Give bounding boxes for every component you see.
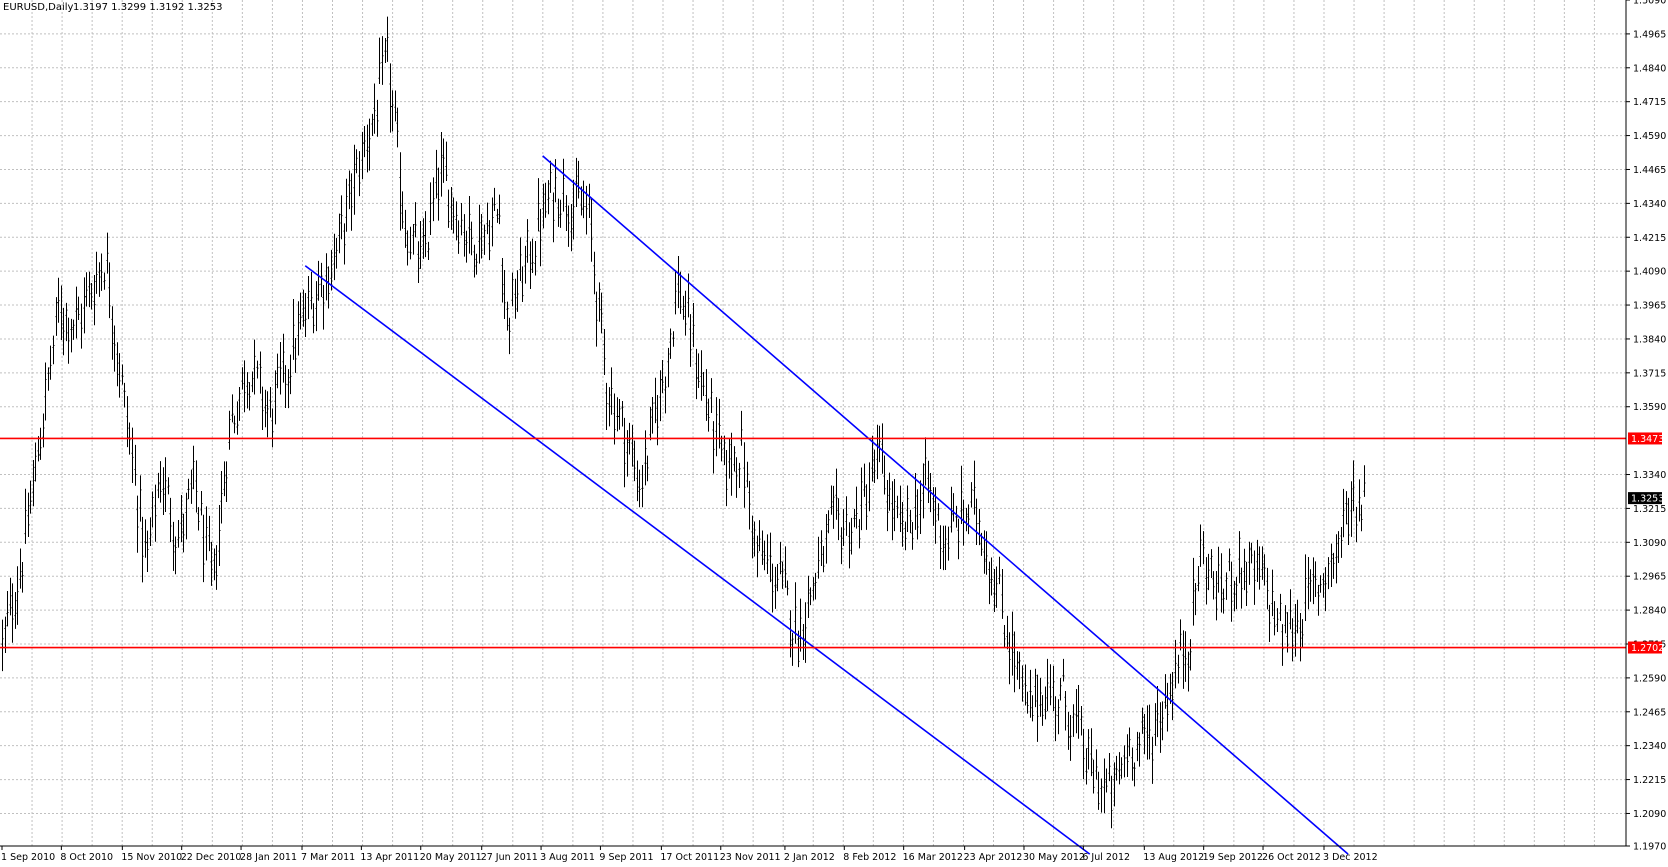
time-tick-label: 3 Dec 2012	[1323, 852, 1378, 863]
ohlc-readout: 1.3197 1.3299 1.3192 1.3253	[73, 2, 223, 13]
time-tick-label: 22 Dec 2010	[181, 852, 242, 863]
time-tick-label: 28 Jan 2011	[240, 852, 297, 863]
price-tick-label: 1.4715	[1633, 97, 1666, 108]
time-tick-label: 23 Apr 2012	[964, 852, 1023, 863]
current-price-label: 1.3253	[1631, 494, 1664, 505]
time-tick-label: 20 May 2011	[420, 852, 482, 863]
price-tick-label: 1.1970	[1633, 842, 1666, 853]
price-tick-label: 1.3840	[1633, 334, 1666, 345]
time-tick-label: 13 Aug 2012	[1143, 852, 1204, 863]
time-tick-label: 7 Mar 2011	[301, 852, 355, 863]
time-tick-label: 3 Aug 2011	[540, 852, 595, 863]
price-tick-label: 1.2465	[1633, 707, 1666, 718]
time-tick-label: 30 May 2012	[1023, 852, 1085, 863]
level-badge-label: 1.3473	[1631, 434, 1664, 445]
price-tick-label: 1.3965	[1633, 301, 1666, 312]
time-tick-label: 23 Nov 2011	[720, 852, 781, 863]
price-tick-label: 1.3215	[1633, 504, 1666, 515]
price-tick-label: 1.2090	[1633, 809, 1666, 820]
level-badge-label: 1.2702	[1631, 643, 1664, 654]
level-badge	[1628, 641, 1662, 654]
time-tick-label: 26 Oct 2012	[1262, 852, 1321, 863]
price-tick-label: 1.3590	[1633, 402, 1666, 413]
price-tick-label: 1.3340	[1633, 470, 1666, 481]
price-tick-label: 1.4090	[1633, 267, 1666, 278]
price-tick-label: 1.4590	[1633, 131, 1666, 142]
price-tick-label: 1.2590	[1633, 673, 1666, 684]
time-tick-label: 19 Sep 2012	[1203, 852, 1263, 863]
time-tick-label: 13 Apr 2011	[360, 852, 419, 863]
time-tick-label: 16 Mar 2012	[903, 852, 963, 863]
time-tick-label: 17 Oct 2011	[660, 852, 719, 863]
time-tick-label: 1 Sep 2010	[1, 852, 55, 863]
time-tick-label: 15 Nov 2010	[121, 852, 182, 863]
price-tick-label: 1.2840	[1633, 606, 1666, 617]
time-tick-label: 9 Sep 2011	[599, 852, 653, 863]
price-bars	[1, 16, 1366, 829]
time-tick-label: 8 Oct 2010	[60, 852, 113, 863]
price-tick-label: 1.5090	[1633, 0, 1666, 7]
price-tick-label: 1.4340	[1633, 199, 1666, 210]
symbol-label: EURUSD,Daily	[3, 2, 74, 13]
time-tick-label: 27 Jun 2011	[481, 852, 538, 863]
price-tick-label: 1.4840	[1633, 63, 1666, 74]
price-tick-label: 1.2340	[1633, 741, 1666, 752]
price-tick-label: 1.2965	[1633, 572, 1666, 583]
level-badge	[1628, 432, 1662, 445]
current-price-badge	[1628, 492, 1662, 505]
horizontal-levels[interactable]	[0, 437, 1626, 649]
price-tick-label: 1.2215	[1633, 775, 1666, 786]
trendline[interactable]	[304, 265, 1091, 855]
trendline[interactable]	[542, 155, 1349, 855]
price-tick-label: 1.4465	[1633, 165, 1666, 176]
price-badges: 1.3473 1.2702 1.3253	[1628, 432, 1664, 654]
time-tick-label: 2 Jan 2012	[784, 852, 835, 863]
grid	[0, 0, 1626, 846]
trendlines[interactable]	[304, 155, 1349, 855]
price-tick-label: 1.4965	[1633, 29, 1666, 40]
price-tick-label: 1.3090	[1633, 538, 1666, 549]
time-tick-label: 6 Jul 2012	[1082, 852, 1130, 863]
price-tick-label: 1.4215	[1633, 233, 1666, 244]
time-tick-label: 8 Feb 2012	[843, 852, 896, 863]
price-tick-label: 1.3715	[1633, 368, 1666, 379]
